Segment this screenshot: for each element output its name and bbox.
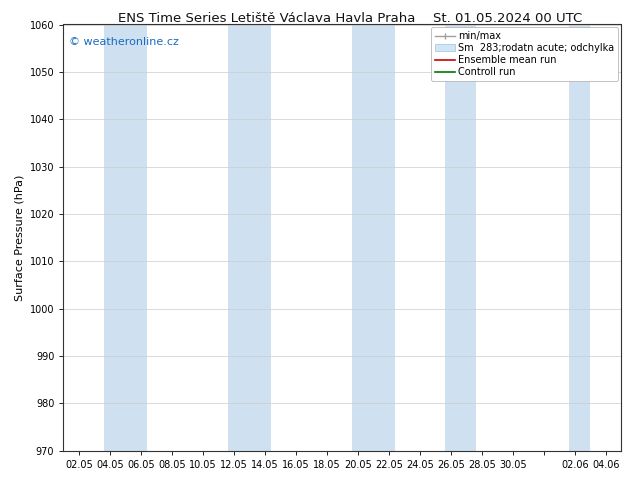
Legend: min/max, Sm  283;rodatn acute; odchylka, Ensemble mean run, Controll run: min/max, Sm 283;rodatn acute; odchylka, … [431, 27, 618, 81]
Bar [104, 24, 147, 451]
Bar [569, 24, 590, 451]
Text: ENS Time Series Letiště Václava Havla Praha: ENS Time Series Letiště Václava Havla Pr… [117, 12, 415, 25]
Text: © weatheronline.cz: © weatheronline.cz [69, 37, 179, 48]
Bar [352, 24, 395, 451]
Bar [228, 24, 271, 451]
Y-axis label: Surface Pressure (hPa): Surface Pressure (hPa) [14, 174, 24, 301]
Bar [444, 24, 476, 451]
Text: St. 01.05.2024 00 UTC: St. 01.05.2024 00 UTC [432, 12, 582, 25]
